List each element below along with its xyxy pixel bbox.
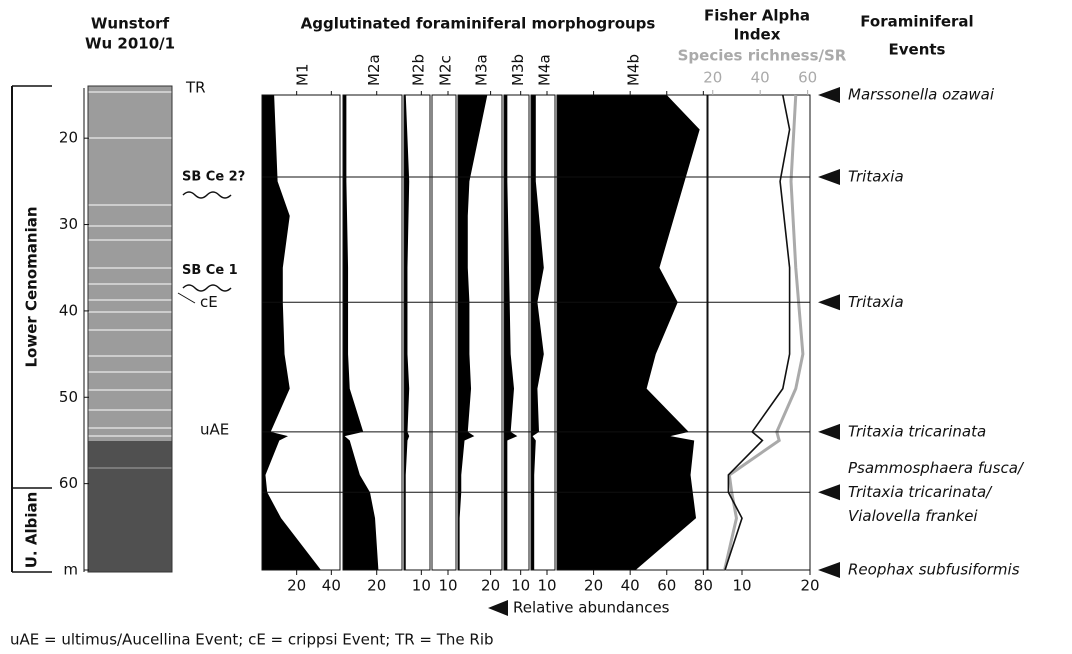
y-tick-label: 40 xyxy=(59,301,78,319)
event-arrow xyxy=(818,87,840,103)
event-label: Tritaxia xyxy=(848,168,904,186)
section-title: Wunstorf xyxy=(91,15,170,33)
leader xyxy=(177,292,196,304)
panel-frame xyxy=(707,94,811,571)
wavy-line xyxy=(182,284,232,292)
x-tick-label: 20 xyxy=(584,577,603,595)
stage-label: U. Albian xyxy=(23,492,41,569)
stage-label: Lower Cenomanian xyxy=(23,206,41,367)
x-tick-label: 10 xyxy=(537,577,556,595)
event-arrow xyxy=(818,294,840,311)
events-title: Foraminiferal xyxy=(860,13,973,31)
marker-label: TR xyxy=(185,79,206,97)
marker-label: uAE xyxy=(200,421,229,439)
panel-frame xyxy=(457,94,503,571)
wavy-line xyxy=(182,191,232,199)
x-tick-label: 20 xyxy=(703,69,722,87)
event-label: Tritaxia xyxy=(848,293,904,311)
event-label: Marssonella ozawai xyxy=(848,86,995,104)
area xyxy=(404,95,410,570)
panel-label: M4b xyxy=(625,54,643,86)
event-arrow xyxy=(818,423,840,440)
panel-label: M2a xyxy=(365,54,383,86)
area xyxy=(458,95,488,570)
event-label: Psammosphaera fusca/ xyxy=(848,459,1025,477)
x-tick-label: 10 xyxy=(511,577,530,595)
x-label: Relative abundances xyxy=(513,599,670,617)
panel-frame xyxy=(261,94,341,571)
panel-label: M2b xyxy=(410,54,428,86)
x-tick-label: 10 xyxy=(438,577,457,595)
panel-label: M3b xyxy=(509,54,527,86)
panel-frame xyxy=(556,94,708,571)
panel-label: M2c xyxy=(437,55,455,86)
y-tick-label: 60 xyxy=(59,474,78,492)
panel-label: M3a xyxy=(473,54,491,86)
event-label: Tritaxia tricarinata/ xyxy=(848,483,993,501)
marker-label: cE xyxy=(200,293,218,311)
x-tick-label: 20 xyxy=(287,577,306,595)
fisher-line xyxy=(724,94,791,571)
x-tick-label: 60 xyxy=(657,577,676,595)
arrow xyxy=(488,600,508,616)
panel-frame xyxy=(403,94,431,571)
marker-label: SB Ce 1 xyxy=(182,263,238,278)
fisher-title: Fisher Alpha xyxy=(704,7,810,25)
panel-label: M1 xyxy=(294,64,312,87)
events-title: Events xyxy=(889,41,946,59)
event-label: Reophax subfusiformis xyxy=(848,561,1020,579)
sr-line xyxy=(723,94,805,571)
x-tick-label: 10 xyxy=(412,577,431,595)
event-label: Vialovella frankei xyxy=(848,507,978,525)
x-tick-label: 40 xyxy=(322,577,341,595)
lithology xyxy=(87,85,173,573)
x-tick-label: 20 xyxy=(481,577,500,595)
panel-frame xyxy=(503,94,530,571)
marker-label: SB Ce 2? xyxy=(182,170,245,185)
panel-frame xyxy=(342,94,403,571)
section-title: Wu 2010/1 xyxy=(85,35,175,53)
y-tick-label: m xyxy=(63,561,78,579)
area xyxy=(262,95,321,570)
event-arrow xyxy=(818,484,840,501)
event-label: Tritaxia tricarinata xyxy=(848,422,986,440)
sr-title: Species richness/SR xyxy=(678,47,847,65)
x-tick-label: 10 xyxy=(732,577,751,595)
area xyxy=(557,95,700,570)
x-tick-label: 60 xyxy=(798,69,817,87)
x-tick-label: 20 xyxy=(367,577,386,595)
panel-label: M4a xyxy=(536,54,554,86)
event-arrow xyxy=(818,169,840,186)
footnote: uAE = ultimus/Aucellina Event; cE = crip… xyxy=(10,631,494,649)
event-arrow xyxy=(818,562,840,578)
area xyxy=(504,95,518,570)
y-tick-label: 20 xyxy=(59,129,78,147)
y-tick-label: 50 xyxy=(59,388,78,406)
area xyxy=(531,95,544,570)
x-tick-label: 40 xyxy=(751,69,770,87)
panel-frame xyxy=(530,94,556,571)
fisher-title: Index xyxy=(734,26,781,44)
area xyxy=(343,95,379,570)
x-tick-label: 80 xyxy=(694,577,713,595)
panel-frame xyxy=(431,94,457,571)
y-tick-label: 30 xyxy=(59,215,78,233)
x-tick-label: 40 xyxy=(621,577,640,595)
chart-title: Agglutinated foraminiferal morphogroups xyxy=(301,15,656,33)
x-tick-label: 20 xyxy=(800,577,819,595)
